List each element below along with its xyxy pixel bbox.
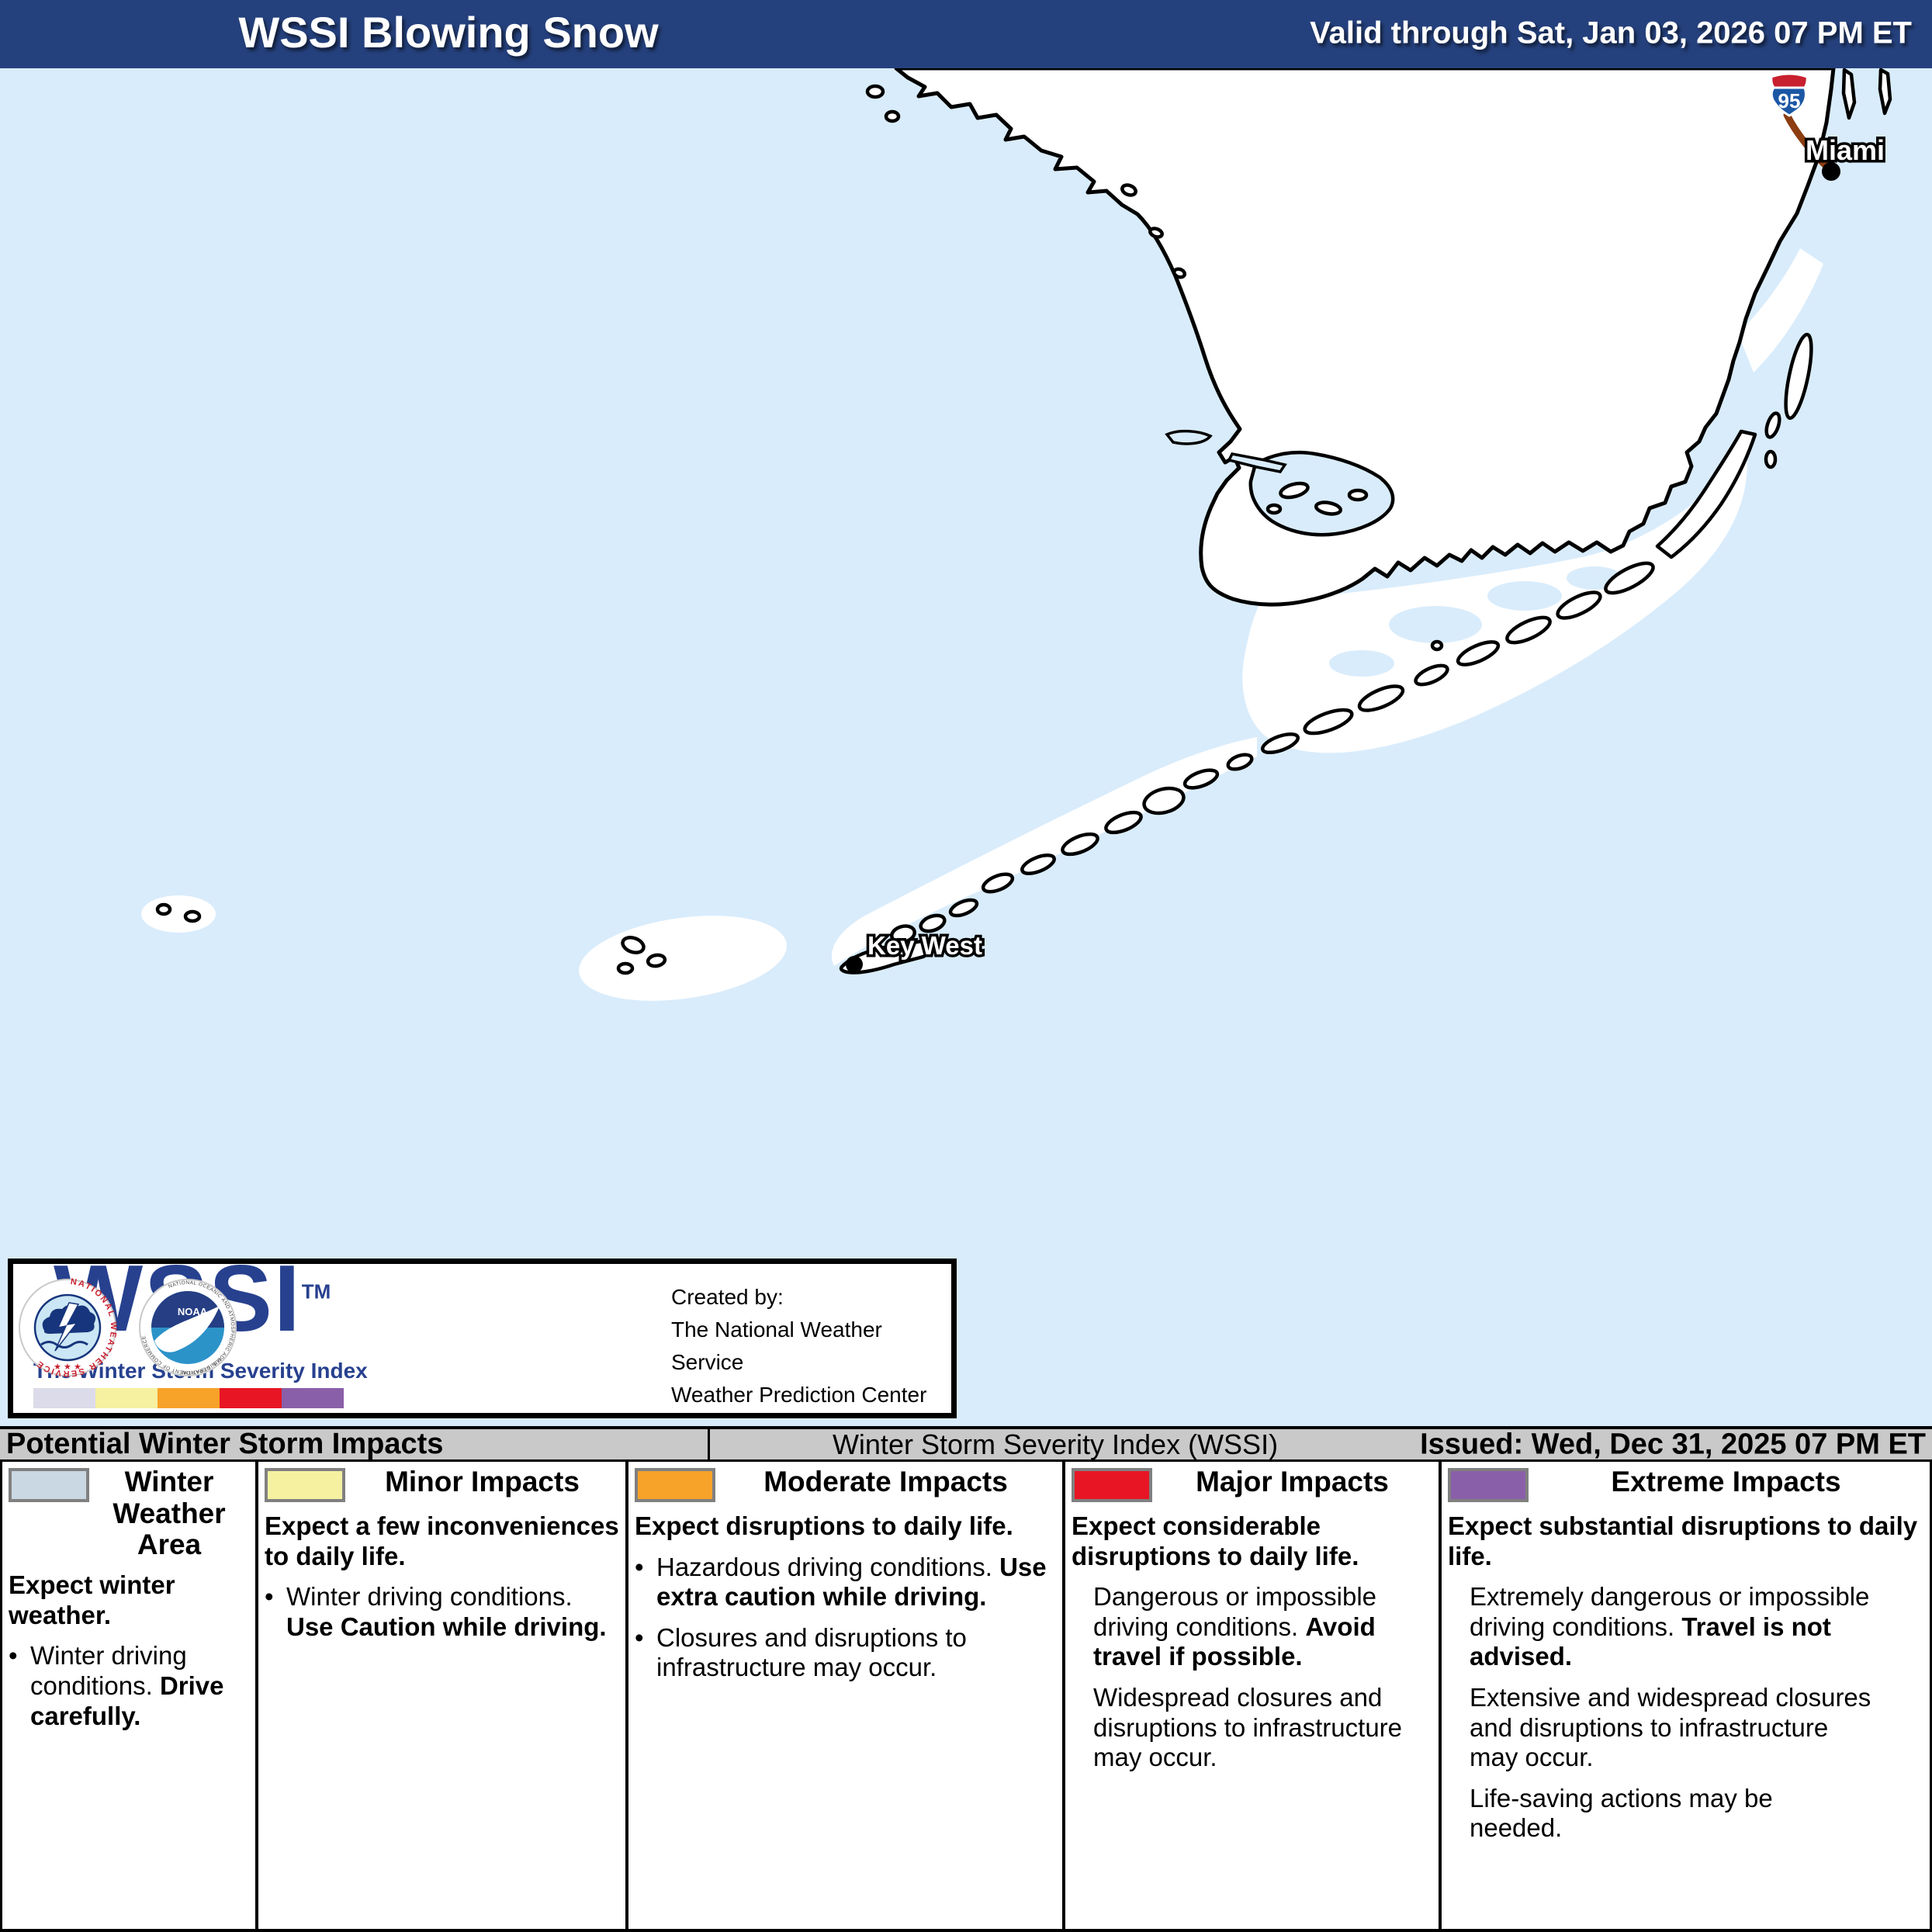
impacts-title-box: Potential Winter Storm Impacts [0,1428,710,1460]
key-west-label: Key West [867,931,982,960]
moderate-impacts-intro: Expect disruptions to daily life. [635,1511,1013,1540]
miami-label: Miami [1806,134,1885,166]
outlying-keys [155,902,667,975]
page-title: WSSI Blowing Snow [238,7,659,57]
extreme-impacts-item-0: •Extremely dangerous or impossible drivi… [1470,1582,1870,1671]
agency-logos: NATIONAL WEATHER SERVICE ★ ★ ★ NATIONAL … [19,1277,237,1378]
severity-swatch-1 [95,1388,158,1408]
severity-color-bar [33,1388,344,1408]
trademark: TM [301,1279,331,1304]
minor-impacts-title: Minor Impacts [385,1466,580,1497]
extreme-impacts-item-1: •Extensive and widespread closures and d… [1470,1683,1871,1772]
minor-impacts-item-0: • Winter driving conditions. Use Caution … [265,1582,607,1641]
barrier-islands [1841,68,1892,120]
impacts-title-bar: Potential Winter Storm Impacts Winter St… [0,1426,1932,1462]
whitewater-bay [1248,450,1395,537]
severity-swatch-2 [158,1388,220,1408]
i95-road [1783,111,1833,173]
legend-column-major-impacts: Major Impacts Expect considerable disrupt… [1065,1462,1442,1929]
wssi-subtitle: Winter Storm Severity Index (WSSI) [832,1428,1279,1460]
legend: Winter Weather Area Expect winter weather… [0,1462,1932,1932]
severity-swatch-4 [282,1388,344,1408]
nws-logo: NATIONAL WEATHER SERVICE ★ ★ ★ [19,1277,116,1378]
i95-shield: 95 [1770,72,1809,117]
severity-swatch-0 [33,1388,95,1408]
winter-weather-area-intro: Expect winter weather. [9,1570,175,1629]
key-west-island [839,939,930,975]
map-area: 95 Miami Key West WSSITM The Winter Stor… [0,68,1932,1426]
florida-keys [839,332,1813,975]
moderate-impacts-swatch [635,1468,715,1502]
extreme-impacts-item-2: •Life-saving actions may be needed. [1470,1783,1773,1843]
header-bar: WSSI Blowing Snow Valid through Sat, Jan… [0,0,1932,68]
severity-swatch-3 [220,1388,282,1408]
i95-highway: 95 [1770,72,1833,173]
moderate-impacts-title: Moderate Impacts [763,1466,1008,1497]
extreme-impacts-intro: Expect substantial disruptions to daily … [1448,1511,1918,1570]
winter-weather-area-swatch [9,1468,89,1502]
bay-water-patches [1329,566,1622,677]
map-canvas: 95 Miami Key West [0,68,1932,1426]
i95-shield-number: 95 [1778,89,1801,113]
major-impacts-item-0: •Dangerous or impossible driving conditi… [1093,1582,1377,1671]
major-impacts-swatch [1072,1468,1152,1502]
moderate-impacts-item-0: • Hazardous driving conditions. Use extra… [635,1552,1047,1612]
miami-marker: Miami [1802,132,1888,181]
major-impacts-title: Major Impacts [1196,1466,1389,1497]
moderate-impacts-item-1: • Closures and disruptions to infrastruct… [635,1622,967,1682]
florida-mainland [894,68,1836,607]
created-by-line2: The National Weather Service [671,1317,882,1374]
created-by-line3: Weather Prediction Center [671,1383,927,1407]
gulf-islands [865,84,1187,279]
impacts-title: Potential Winter Storm Impacts [6,1428,444,1460]
valid-through-label: Valid through Sat, Jan 03, 2026 07 PM ET [1310,16,1912,50]
major-impacts-intro: Expect considerable disruptions to daily… [1072,1511,1359,1570]
nws-stars: ★ ★ ★ [54,1362,81,1372]
cape-lakes [1165,429,1287,473]
noaa-label: NOAA [178,1306,208,1317]
minor-impacts-swatch [265,1468,345,1502]
legend-column-winter-weather-area: Winter Weather Area Expect winter weather… [2,1462,258,1929]
extreme-impacts-title: Extreme Impacts [1611,1466,1841,1497]
minor-impacts-intro: Expect a few inconveniences to daily lif… [265,1511,619,1570]
winter-weather-area-item-0: • Winter driving conditions. Drive carefu… [9,1641,224,1730]
legend-column-minor-impacts: Minor Impacts Expect a few inconveniences… [258,1462,628,1929]
winter-weather-area-title: Winter Weather Area [113,1466,226,1561]
created-by-line1: Created by: [671,1285,784,1309]
legend-column-moderate-impacts: Moderate Impacts Expect disruptions to da… [628,1462,1065,1929]
major-impacts-item-1: •Widespread closures and disruptions to … [1093,1683,1403,1772]
extreme-impacts-swatch [1448,1468,1529,1502]
issued-label: Issued: Wed, Dec 31, 2025 07 PM ET [1420,1428,1926,1460]
created-by: Created by: The National Weather Service… [671,1281,951,1411]
legend-column-extreme-impacts: Extreme Impacts Expect substantial disrup… [1442,1462,1930,1929]
wssi-credit-box: WSSITM The Winter Storm Severity Index N… [8,1245,957,1418]
key-west-marker: Key West [846,929,985,973]
noaa-logo: NATIONAL OCEANIC AND ATMOSPHERIC ADMINIS… [139,1279,237,1376]
